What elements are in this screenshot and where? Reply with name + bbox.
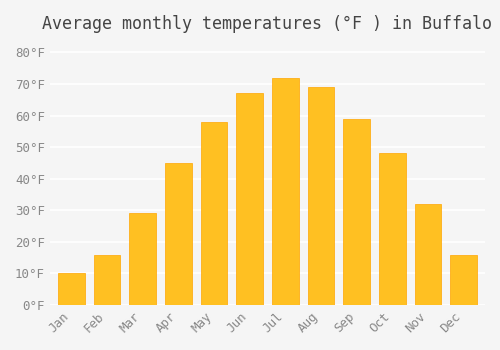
Bar <box>272 78 298 305</box>
Bar <box>308 87 334 305</box>
Bar <box>343 119 370 305</box>
Bar <box>414 204 442 305</box>
Bar <box>450 254 477 305</box>
Bar <box>94 254 120 305</box>
Bar <box>200 122 228 305</box>
Bar <box>236 93 263 305</box>
Bar <box>58 273 84 305</box>
Title: Average monthly temperatures (°F ) in Buffalo: Average monthly temperatures (°F ) in Bu… <box>42 15 492 33</box>
Bar <box>165 163 192 305</box>
Bar <box>379 153 406 305</box>
Bar <box>129 214 156 305</box>
